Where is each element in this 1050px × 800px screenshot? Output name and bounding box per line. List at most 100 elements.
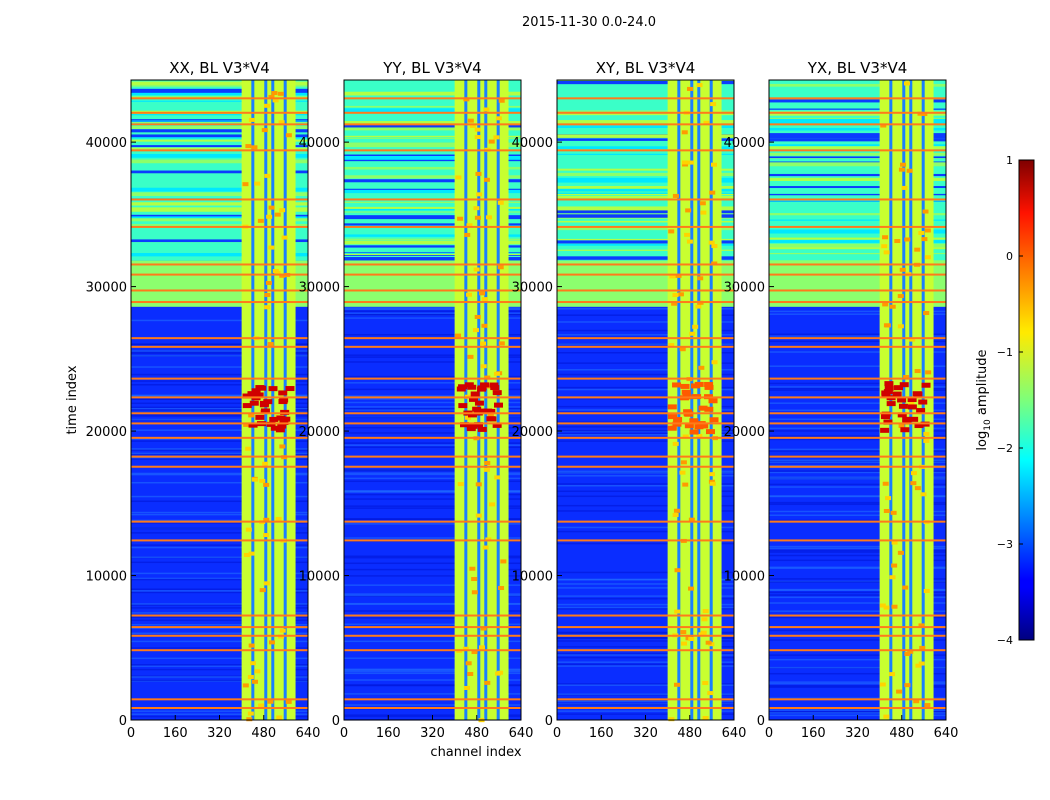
- high-block-streak: [557, 125, 734, 129]
- flag-line: [344, 698, 521, 701]
- flag-line: [131, 698, 308, 701]
- noise-streak: [769, 672, 946, 675]
- rfi-speckle: [487, 413, 494, 418]
- flag-line: [769, 539, 946, 542]
- strong-rfi-speckle: [684, 423, 694, 429]
- flag-line: [344, 422, 521, 425]
- flag-line: [344, 149, 521, 152]
- rfi-speckle: [703, 120, 710, 125]
- noise-streak: [769, 566, 946, 569]
- flag-line: [344, 263, 521, 266]
- rfi-speckle: [903, 375, 910, 380]
- rfi-speckle: [254, 669, 261, 674]
- noise-streak: [769, 402, 946, 404]
- high-block-streak: [557, 192, 734, 195]
- rfi-speckle: [669, 274, 676, 279]
- rfi-speckle: [682, 482, 689, 487]
- rfi-speckle: [455, 333, 462, 338]
- x-tick-label: 0: [127, 726, 135, 741]
- flag-line: [131, 97, 308, 100]
- colorbar-gradient: [1018, 159, 1035, 641]
- rfi-speckle: [475, 171, 482, 176]
- strong-rfi-speckle: [902, 416, 912, 422]
- noise-streak: [131, 676, 308, 678]
- rfi-speckle: [894, 239, 901, 244]
- rfi-speckle: [898, 167, 905, 172]
- rfi-speckle: [475, 482, 482, 487]
- noise-streak: [769, 382, 946, 385]
- high-block-streak: [344, 253, 521, 256]
- rfi-speckle: [484, 375, 491, 380]
- noise-streak: [557, 578, 734, 581]
- flag-line: [131, 649, 308, 652]
- noise-streak: [131, 406, 308, 409]
- high-block-streak: [131, 126, 308, 129]
- y-tick-label: 40000: [86, 136, 127, 151]
- rfi-speckle: [879, 603, 886, 608]
- noise-streak: [131, 448, 308, 450]
- strong-rfi-speckle: [259, 400, 269, 406]
- flag-line: [344, 301, 521, 304]
- rfi-speckle: [883, 714, 890, 719]
- noise-streak: [557, 646, 734, 648]
- noise-streak: [344, 594, 521, 597]
- noise-streak: [344, 469, 521, 472]
- high-block-streak: [131, 137, 308, 139]
- noise-streak: [769, 658, 946, 661]
- rfi-speckle: [474, 127, 481, 132]
- flag-line: [557, 436, 734, 439]
- high-block-streak: [557, 146, 734, 150]
- noise-streak: [769, 519, 946, 522]
- noise-streak: [131, 577, 308, 580]
- noise-streak: [557, 542, 734, 545]
- rfi-speckle: [682, 162, 689, 167]
- y-tick-label: 30000: [512, 281, 553, 296]
- panel-title: YY, BL V3*V4: [382, 59, 481, 77]
- strong-rfi-speckle: [279, 397, 289, 403]
- flag-line: [557, 345, 734, 348]
- high-block-streak: [769, 252, 946, 255]
- rfi-speckle: [904, 237, 911, 242]
- noise-streak: [557, 637, 734, 639]
- rfi-speckle: [248, 551, 255, 556]
- noise-streak: [344, 640, 521, 643]
- y-tick-label: 20000: [299, 425, 340, 440]
- noise-streak: [344, 537, 521, 539]
- noise-streak: [769, 545, 946, 548]
- rfi-speckle: [696, 433, 703, 438]
- noise-streak: [344, 684, 521, 687]
- high-block-streak: [557, 134, 734, 138]
- flag-line: [557, 263, 734, 266]
- noise-streak: [131, 458, 308, 460]
- flag-line: [344, 377, 521, 380]
- flag-line: [344, 634, 521, 637]
- x-tick-label: 480: [889, 726, 914, 741]
- rfi-speckle: [277, 91, 284, 96]
- noise-streak: [557, 440, 734, 442]
- flag-line: [769, 436, 946, 439]
- rfi-speckle: [710, 102, 717, 107]
- rfi-speckle: [698, 365, 705, 370]
- rfi-speckle: [261, 128, 268, 133]
- rfi-speckle: [679, 347, 686, 352]
- flag-line: [769, 97, 946, 100]
- noise-streak: [557, 409, 734, 411]
- rfi-speckle: [259, 588, 266, 593]
- rfi-speckle: [919, 645, 926, 650]
- noise-streak: [131, 343, 308, 346]
- noise-streak: [344, 395, 521, 397]
- high-block-streak: [557, 249, 734, 251]
- high-block-streak: [769, 186, 946, 189]
- high-block-streak: [769, 229, 946, 231]
- rfi-speckle: [469, 566, 476, 571]
- rfi-speckle: [709, 472, 716, 477]
- noise-streak: [769, 461, 946, 463]
- noise-streak: [131, 411, 308, 413]
- flag-line: [344, 436, 521, 439]
- flag-line: [131, 396, 308, 399]
- rfi-speckle: [900, 162, 907, 167]
- noise-streak: [131, 366, 308, 368]
- y-tick-label: 30000: [724, 281, 765, 296]
- high-block-streak: [344, 211, 521, 213]
- rfi-speckle: [671, 301, 678, 306]
